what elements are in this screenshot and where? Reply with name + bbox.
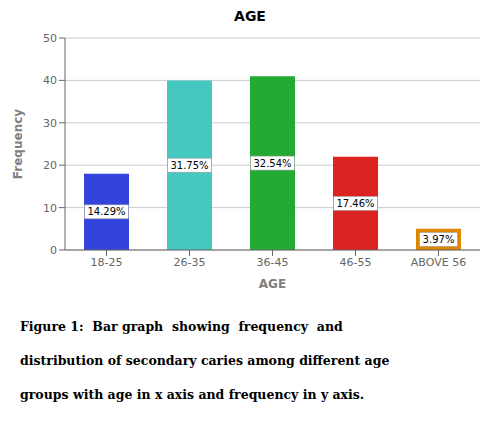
- svg-text:20: 20: [43, 159, 57, 172]
- svg-text:18-25: 18-25: [91, 256, 123, 269]
- svg-text:17.46%: 17.46%: [336, 198, 374, 209]
- svg-text:AGE: AGE: [259, 277, 286, 291]
- svg-text:40: 40: [43, 74, 57, 87]
- svg-text:10: 10: [43, 202, 57, 215]
- svg-text:32.54%: 32.54%: [253, 158, 291, 169]
- svg-text:46-55: 46-55: [340, 256, 372, 269]
- html-text:groups with age in x axis and: groups with age in x axis and frequency …: [20, 387, 365, 402]
- svg-text:36-45: 36-45: [257, 256, 289, 269]
- html-text:distribution of secondary cari: distribution of secondary caries among d…: [20, 353, 390, 368]
- svg-text:ABOVE 56: ABOVE 56: [411, 256, 466, 269]
- svg-text:14.29%: 14.29%: [87, 206, 125, 217]
- svg-text:3.97%: 3.97%: [423, 234, 455, 245]
- html-text:AGE: AGE: [234, 8, 266, 24]
- svg-text:Frequency: Frequency: [11, 109, 25, 179]
- svg-text:31.75%: 31.75%: [170, 160, 208, 171]
- svg-text:26-35: 26-35: [174, 256, 206, 269]
- svg-text:0: 0: [50, 244, 57, 257]
- svg-text:50: 50: [43, 32, 57, 45]
- html-text:Figure 1: Bar graph showing fr: Figure 1: Bar graph showing frequency an…: [20, 319, 343, 334]
- svg-text:30: 30: [43, 117, 57, 130]
